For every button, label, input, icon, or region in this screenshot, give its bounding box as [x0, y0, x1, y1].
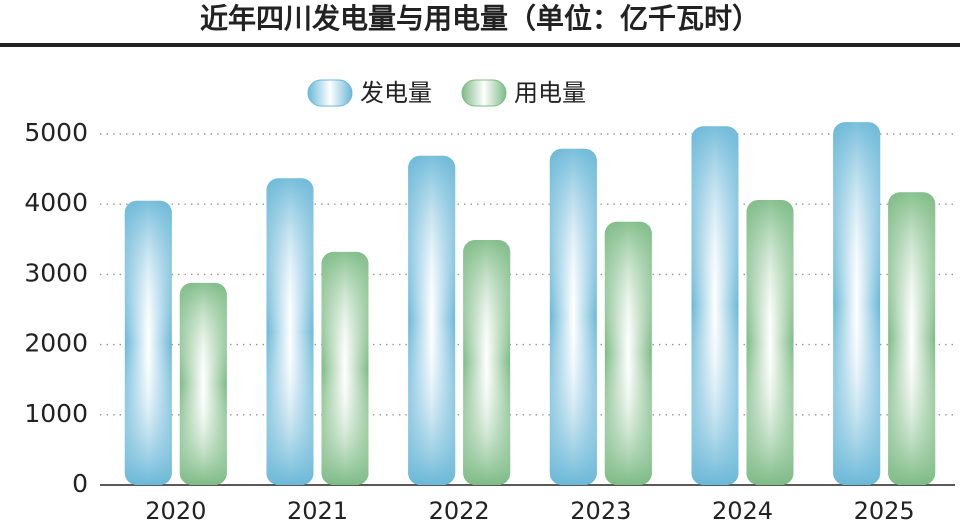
y-tick-label: 0: [72, 469, 88, 498]
bar: [408, 155, 456, 485]
chart-title: 近年四川发电量与用电量（单位：亿千瓦时）: [200, 2, 760, 35]
bar: [266, 178, 314, 485]
bar: [463, 240, 511, 485]
x-tick-label: 2022: [429, 497, 490, 525]
bar: [604, 221, 652, 485]
bar: [888, 192, 936, 486]
legend-label: 用电量: [514, 79, 586, 107]
x-tick-label: 2020: [145, 497, 206, 525]
bar: [833, 122, 881, 485]
bar: [549, 148, 597, 485]
bar: [691, 126, 739, 485]
legend-swatch: [307, 79, 353, 107]
y-tick-label: 5000: [24, 118, 88, 147]
y-tick-label: 4000: [24, 188, 88, 217]
bar: [321, 251, 369, 485]
legend-swatch: [461, 79, 507, 107]
x-tick-label: 2021: [287, 497, 348, 525]
x-tick-label: 2024: [712, 497, 773, 525]
legend-label: 发电量: [360, 79, 432, 107]
y-tick-label: 3000: [24, 258, 88, 287]
title-rule: [0, 43, 960, 47]
y-tick-label: 1000: [24, 399, 88, 428]
y-tick-label: 2000: [24, 329, 88, 358]
bar: [124, 200, 172, 485]
x-tick-label: 2023: [570, 497, 631, 525]
x-tick-label: 2025: [854, 497, 915, 525]
bar: [746, 199, 794, 485]
bar: [179, 282, 227, 485]
